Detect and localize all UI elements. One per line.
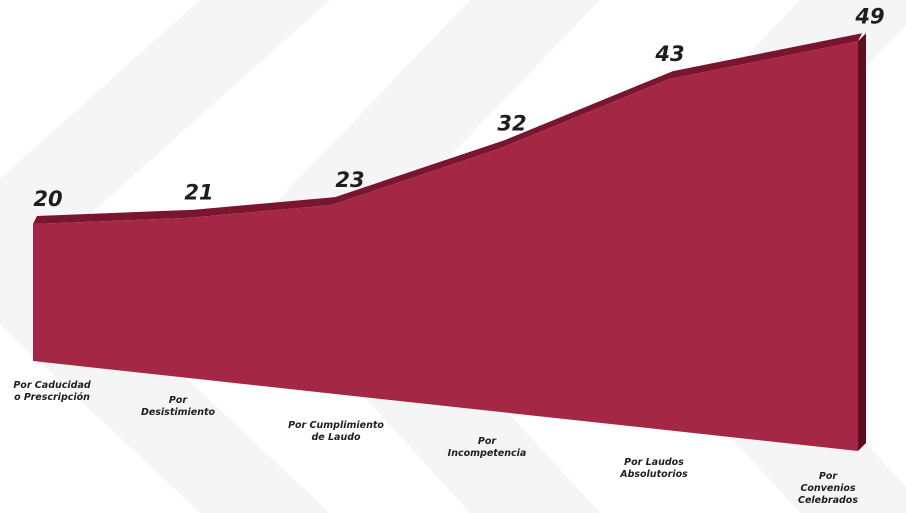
value-label-5: 43 <box>654 42 684 66</box>
value-label-6: 49 <box>854 4 884 28</box>
category-label-line: Convenios <box>800 483 855 494</box>
category-label-line: Incompetencia <box>448 448 527 459</box>
category-label-line: Por <box>169 395 188 406</box>
category-label-line: de Laudo <box>311 432 361 443</box>
category-label-line: Por Cumplimiento <box>288 420 384 431</box>
value-label-4: 32 <box>497 111 526 135</box>
category-label-line: Desistimiento <box>141 407 216 418</box>
data-labels: 20 21 23 32 43 49 <box>33 4 884 211</box>
category-label-1: Por Caducidad o Prescripción <box>13 380 91 403</box>
background-chevron-1 <box>0 0 330 513</box>
category-label-4: Por Incompetencia <box>448 436 527 459</box>
value-label-3: 23 <box>335 168 364 192</box>
value-label-1: 20 <box>33 187 62 211</box>
area-shape <box>32 33 866 452</box>
area-front-face <box>33 41 858 452</box>
category-label-line: Por Laudos <box>624 457 684 468</box>
category-label-6: Por Convenios Celebrados <box>798 471 858 506</box>
category-labels: Por Caducidad o Prescripción Por Desistimie… <box>13 380 858 506</box>
category-label-line: Por <box>478 436 497 447</box>
category-label-line: o Prescripción <box>14 392 90 403</box>
category-label-line: Por <box>819 471 838 482</box>
category-label-line: Celebrados <box>798 495 858 506</box>
area-side-face <box>858 33 866 452</box>
value-label-2: 21 <box>184 181 213 205</box>
category-label-2: Por Desistimiento <box>141 395 216 418</box>
category-label-line: Absolutorios <box>619 469 688 480</box>
area-top-band <box>33 33 862 224</box>
category-label-3: Por Cumplimiento de Laudo <box>288 420 384 443</box>
category-label-line: Por Caducidad <box>13 380 91 391</box>
category-label-5: Por Laudos Absolutorios <box>619 457 688 480</box>
